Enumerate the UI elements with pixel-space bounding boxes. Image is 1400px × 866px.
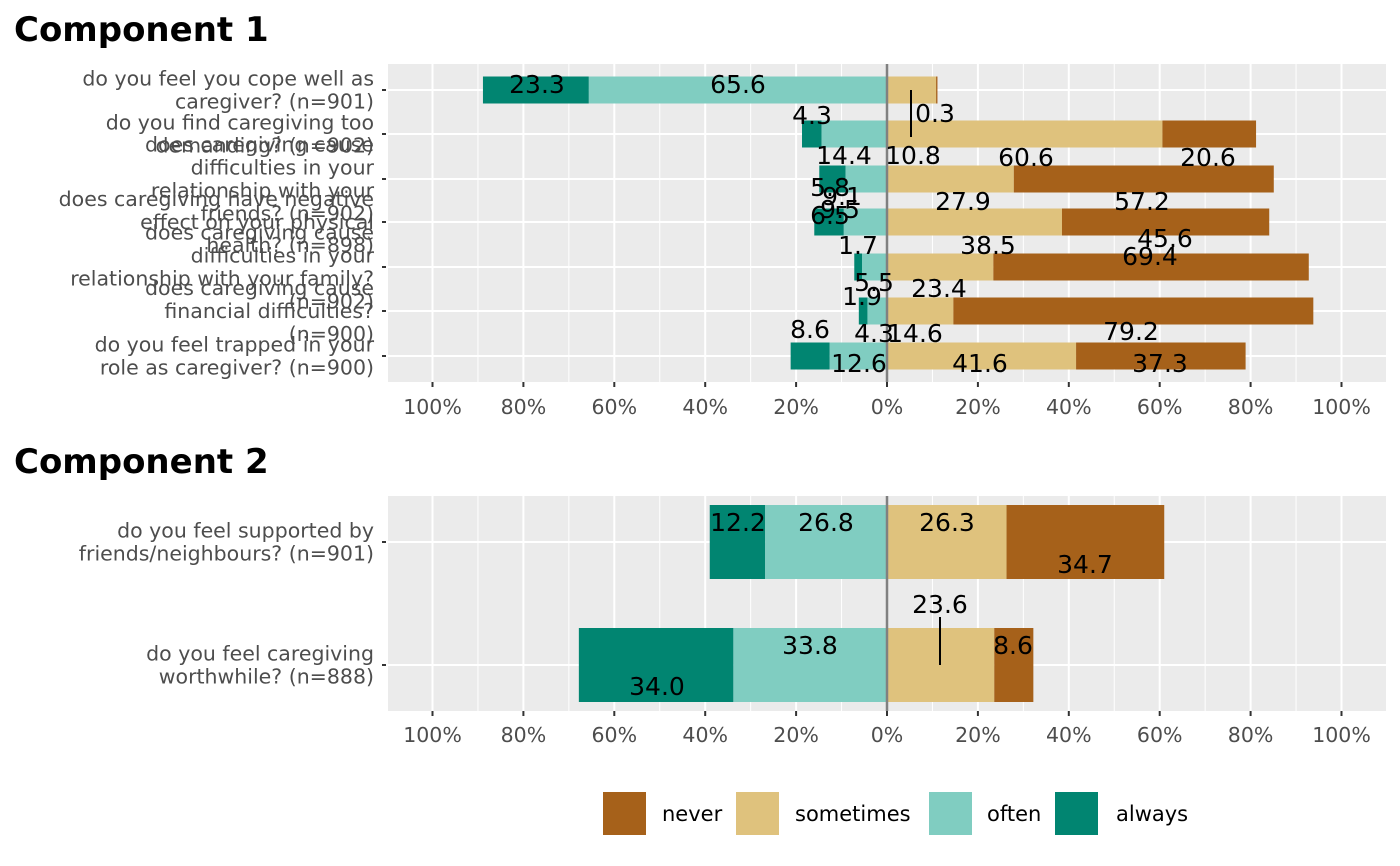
x-tick-label: 60% xyxy=(592,723,638,747)
x-tick-label: 60% xyxy=(592,395,638,419)
x-tick-label: 60% xyxy=(1137,723,1183,747)
x-tick-label: 0% xyxy=(871,395,904,419)
legend-label-always: always xyxy=(1116,802,1188,826)
x-tick-label: 100% xyxy=(1312,395,1371,419)
data-label: 10.8 xyxy=(885,141,941,170)
legend: never sometimes often always xyxy=(603,792,1188,835)
legend-swatch-never xyxy=(603,792,646,835)
x-tick-label: 20% xyxy=(773,395,819,419)
data-label: 0.3 xyxy=(915,99,955,128)
legend-label-often: often xyxy=(987,802,1041,826)
legend-swatch-often xyxy=(929,792,972,835)
x-tick-label: 100% xyxy=(403,723,462,747)
likert-chart: Component 1 do you feel you cope well as c… xyxy=(0,0,1400,866)
legend-label-sometimes: sometimes xyxy=(795,802,911,826)
data-label: 26.3 xyxy=(919,508,975,537)
data-label: 23.4 xyxy=(911,274,967,303)
data-label: 9.5 xyxy=(820,195,860,224)
x-tick-label: 20% xyxy=(955,723,1001,747)
x-tick-label: 40% xyxy=(682,395,728,419)
data-label: 14.6 xyxy=(887,319,943,348)
x-tick-label: 40% xyxy=(682,723,728,747)
bar-always xyxy=(791,343,830,370)
x-tick-label: 40% xyxy=(1046,723,1092,747)
data-label: 26.8 xyxy=(798,508,854,537)
data-label: 57.2 xyxy=(1114,187,1170,216)
x-tick-label: 80% xyxy=(501,395,547,419)
y-axis-label: do you feel trapped in your role as careg… xyxy=(95,333,375,380)
y-axis-label: do you feel you cope well as caregiver? (… xyxy=(82,67,374,114)
x-tick-label: 80% xyxy=(1228,395,1274,419)
data-label: 1.9 xyxy=(842,282,882,311)
x-tick-label: 80% xyxy=(501,723,547,747)
x-tick-label: 40% xyxy=(1046,395,1092,419)
panel-title: Component 1 xyxy=(14,10,269,50)
data-label: 1.7 xyxy=(838,231,878,260)
data-label: 23.6 xyxy=(912,590,968,619)
data-label: 8.6 xyxy=(993,631,1033,660)
x-tick-label: 20% xyxy=(773,723,819,747)
data-label: 27.9 xyxy=(935,187,991,216)
data-label: 34.0 xyxy=(629,672,685,701)
data-label: 41.6 xyxy=(952,349,1008,378)
x-tick-label: 80% xyxy=(1228,723,1274,747)
data-label: 65.6 xyxy=(710,70,766,99)
x-tick-label: 60% xyxy=(1137,395,1183,419)
data-label: 60.6 xyxy=(998,143,1054,172)
data-label: 14.4 xyxy=(816,141,872,170)
data-label: 38.5 xyxy=(960,231,1016,260)
x-tick-label: 20% xyxy=(955,395,1001,419)
x-tick-label: 100% xyxy=(403,395,462,419)
panel-2: Component 2 do you feel supported by frien… xyxy=(14,442,1386,747)
data-label: 4.3 xyxy=(792,101,832,130)
legend-swatch-sometimes xyxy=(736,792,779,835)
legend-label-never: never xyxy=(662,802,723,826)
data-label: 69.4 xyxy=(1122,242,1178,271)
panel-title: Component 2 xyxy=(14,442,269,482)
legend-swatch-always xyxy=(1055,792,1098,835)
data-label: 23.3 xyxy=(509,70,565,99)
data-label: 20.6 xyxy=(1180,143,1236,172)
y-axis-label: do you feel supported by friends/neighbou… xyxy=(79,519,374,566)
y-axis-label: do you feel caregiving worthwhile? (n=888… xyxy=(146,642,374,689)
x-tick-label: 0% xyxy=(871,723,904,747)
data-label: 37.3 xyxy=(1132,349,1188,378)
data-label: 34.7 xyxy=(1057,550,1113,579)
data-label: 33.8 xyxy=(782,631,838,660)
data-label: 8.6 xyxy=(790,315,830,344)
data-label: 12.6 xyxy=(831,349,887,378)
x-tick-label: 100% xyxy=(1312,723,1371,747)
data-label: 12.2 xyxy=(710,508,766,537)
data-label: 79.2 xyxy=(1103,317,1159,346)
